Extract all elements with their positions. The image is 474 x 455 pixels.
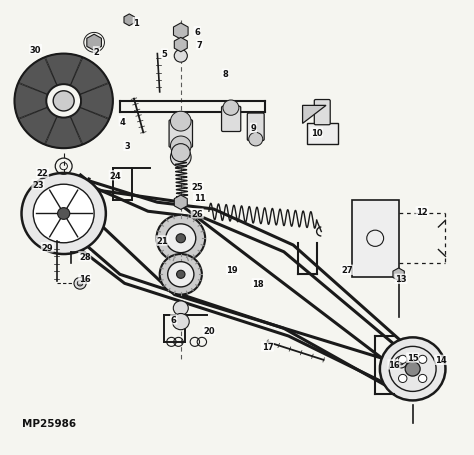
Circle shape — [399, 355, 407, 364]
Text: 15: 15 — [407, 354, 419, 362]
FancyBboxPatch shape — [247, 114, 264, 141]
Text: 9: 9 — [251, 124, 256, 133]
Circle shape — [419, 355, 427, 364]
Text: 30: 30 — [30, 46, 41, 55]
Text: 22: 22 — [36, 169, 48, 178]
Text: 3: 3 — [124, 142, 130, 151]
Text: 23: 23 — [32, 180, 44, 189]
Polygon shape — [87, 35, 101, 51]
Circle shape — [172, 144, 190, 162]
Text: 20: 20 — [203, 326, 215, 335]
Text: 6: 6 — [171, 315, 177, 324]
Polygon shape — [81, 84, 113, 119]
Circle shape — [249, 133, 263, 147]
Text: 8: 8 — [222, 70, 228, 79]
Circle shape — [380, 338, 446, 400]
Circle shape — [156, 215, 205, 262]
Text: 12: 12 — [416, 207, 428, 216]
Circle shape — [53, 91, 74, 112]
Text: 17: 17 — [262, 342, 273, 351]
Text: 1: 1 — [133, 19, 139, 27]
Polygon shape — [174, 196, 187, 210]
Text: 16: 16 — [388, 360, 400, 369]
Text: 24: 24 — [109, 172, 121, 180]
Text: 10: 10 — [311, 129, 322, 137]
Circle shape — [171, 148, 191, 168]
Text: 29: 29 — [41, 243, 53, 252]
Polygon shape — [18, 58, 57, 95]
Circle shape — [398, 359, 404, 365]
Circle shape — [177, 271, 185, 279]
Text: 28: 28 — [79, 252, 91, 261]
Polygon shape — [15, 84, 47, 119]
Polygon shape — [71, 58, 109, 95]
Polygon shape — [302, 106, 326, 124]
FancyBboxPatch shape — [221, 107, 241, 132]
Circle shape — [174, 51, 187, 63]
Circle shape — [399, 374, 407, 383]
Text: MP25986: MP25986 — [21, 418, 76, 428]
Text: 4: 4 — [119, 117, 125, 126]
Circle shape — [77, 281, 83, 286]
Circle shape — [57, 208, 70, 220]
Circle shape — [33, 185, 94, 243]
Text: 25: 25 — [191, 182, 203, 192]
Circle shape — [419, 374, 427, 383]
Bar — [352, 201, 399, 277]
Text: 6: 6 — [194, 27, 200, 36]
Text: 19: 19 — [227, 266, 238, 275]
Polygon shape — [173, 24, 188, 40]
Polygon shape — [393, 268, 404, 281]
FancyBboxPatch shape — [169, 121, 192, 148]
Text: 5: 5 — [162, 50, 167, 59]
Text: 7: 7 — [197, 41, 202, 50]
Text: 21: 21 — [156, 237, 168, 246]
Text: 26: 26 — [191, 209, 203, 218]
Polygon shape — [45, 118, 82, 149]
Bar — [307, 124, 337, 144]
Circle shape — [405, 362, 420, 376]
Circle shape — [168, 262, 194, 287]
Circle shape — [171, 112, 191, 132]
Text: 18: 18 — [252, 279, 264, 288]
Circle shape — [223, 101, 239, 116]
Circle shape — [160, 254, 202, 295]
Polygon shape — [45, 55, 82, 86]
Polygon shape — [18, 108, 57, 145]
Circle shape — [74, 278, 86, 289]
Text: 2: 2 — [93, 48, 100, 57]
Circle shape — [176, 234, 185, 243]
Polygon shape — [174, 38, 187, 53]
Polygon shape — [124, 15, 135, 26]
Polygon shape — [71, 108, 109, 145]
Circle shape — [166, 224, 196, 253]
Circle shape — [173, 314, 189, 330]
Text: 13: 13 — [395, 275, 407, 283]
Text: 27: 27 — [341, 266, 353, 275]
FancyBboxPatch shape — [314, 100, 330, 126]
Circle shape — [171, 136, 191, 157]
Text: 14: 14 — [435, 356, 447, 364]
Circle shape — [395, 357, 407, 368]
Text: 11: 11 — [194, 194, 205, 203]
Circle shape — [21, 173, 106, 254]
Text: 16: 16 — [79, 275, 91, 283]
Circle shape — [173, 301, 188, 316]
